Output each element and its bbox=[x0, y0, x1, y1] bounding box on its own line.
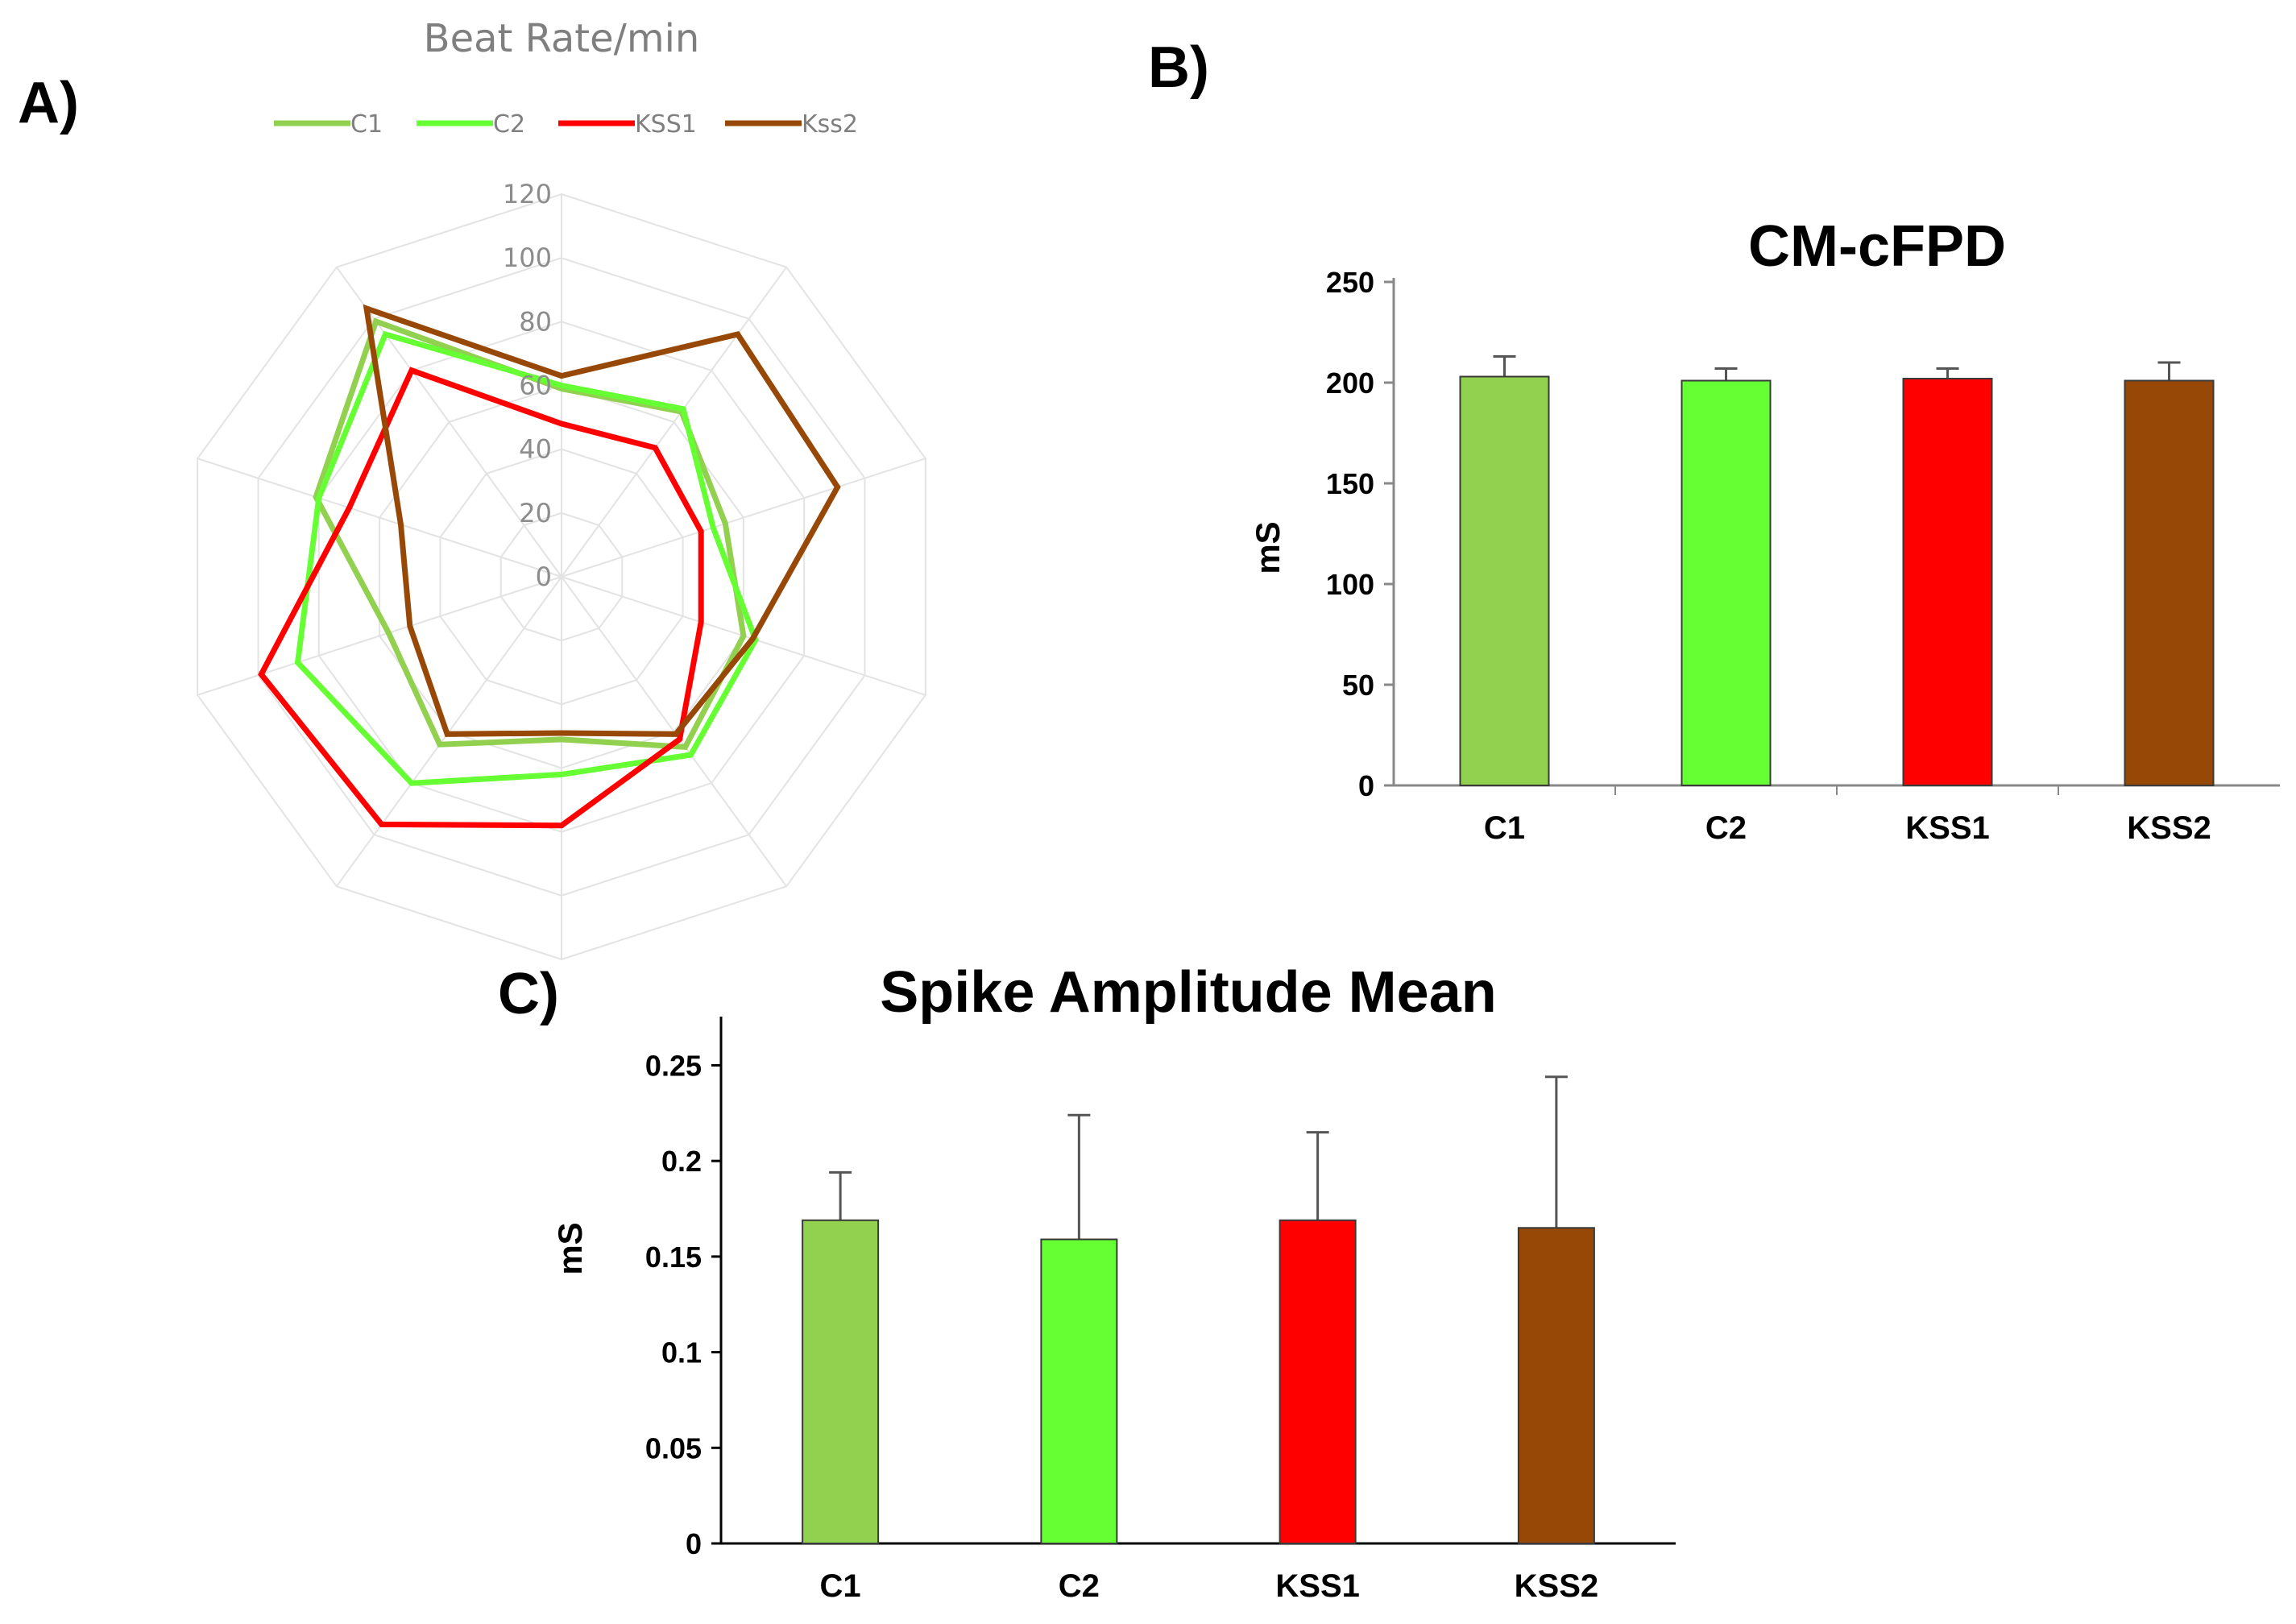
radar-series-c1 bbox=[313, 317, 747, 751]
legend-label-c1: C1 bbox=[350, 110, 383, 139]
y-tick-label: 0.2 bbox=[661, 1145, 702, 1178]
bar-c2 bbox=[1040, 1238, 1118, 1544]
radar-spoke bbox=[561, 458, 926, 578]
radar-spoke bbox=[561, 267, 788, 578]
bar-c1 bbox=[1459, 375, 1550, 786]
x-tick-label-kss1: KSS1 bbox=[1905, 810, 1990, 846]
x-tick-label-c2: C2 bbox=[1705, 810, 1747, 846]
radar-series-kss2 bbox=[363, 304, 841, 737]
radar-spoke bbox=[197, 576, 562, 696]
radar-tick-label: 100 bbox=[503, 242, 552, 273]
x-tick-label-kss2: KSS2 bbox=[1515, 1568, 1599, 1604]
bar-c1 bbox=[802, 1219, 880, 1544]
legend-label-c2: C2 bbox=[493, 110, 525, 139]
radar-title: Beat Rate/min bbox=[424, 16, 700, 61]
y-tick-label: 0.1 bbox=[661, 1336, 702, 1369]
x-tick-label-kss2: KSS2 bbox=[2127, 810, 2211, 846]
x-tick-label-c2: C2 bbox=[1059, 1568, 1100, 1604]
legend-label-kss2: Kss2 bbox=[802, 110, 858, 139]
cm-cfpd-plot: 0 50 100 150 200 250 C1 C2 KSS1 KSS2 bbox=[1326, 266, 2280, 846]
spike-amplitude-title: Spike Amplitude Mean bbox=[880, 960, 1496, 1025]
y-tick-label: 100 bbox=[1326, 568, 1374, 601]
radar-tick-label: 60 bbox=[519, 371, 552, 401]
radar-tick-labels: 0 20 40 60 80 100 120 bbox=[503, 179, 552, 592]
legend-label-kss1: KSS1 bbox=[635, 110, 697, 139]
y-tick-label: 0.05 bbox=[645, 1431, 702, 1464]
panel-a-label: A) bbox=[18, 71, 79, 135]
panel-b-label: B) bbox=[1148, 35, 1209, 100]
y-tick-label: 150 bbox=[1326, 467, 1374, 500]
radar-spoke bbox=[197, 458, 562, 578]
radar-legend: C1 C2 KSS1 Kss2 bbox=[274, 110, 858, 139]
radar-tick-label: 80 bbox=[519, 306, 552, 337]
cm-cfpd-bar-chart: CM-cFPD mS 0 50 100 150 200 250 C1 C2 KSS1 KSS2 bbox=[1249, 214, 2280, 846]
x-tick-label-kss1: KSS1 bbox=[1275, 1568, 1360, 1604]
bar-c2 bbox=[1681, 379, 1772, 786]
spike-amplitude-plot: 0 0.05 0.1 0.15 0.2 0.25 C1 C2 KSS1 KSS2 bbox=[645, 1017, 1676, 1604]
radar-tick-label: 120 bbox=[503, 179, 552, 209]
radar-tick-label: 20 bbox=[519, 498, 552, 528]
radar-chart: Beat Rate/min C1 C2 KSS1 Kss2 0 20 40 60 80 100 1… bbox=[197, 16, 926, 961]
bar-kss2 bbox=[1517, 1227, 1595, 1545]
x-tick-label-c1: C1 bbox=[1484, 810, 1525, 846]
y-tick-label: 0.25 bbox=[645, 1049, 702, 1082]
radar-tick-label: 0 bbox=[536, 561, 552, 592]
bar-kss1 bbox=[1902, 378, 1993, 786]
bar-kss1 bbox=[1279, 1219, 1357, 1544]
y-tick-label: 250 bbox=[1326, 266, 1374, 299]
y-tick-label: 200 bbox=[1326, 367, 1374, 400]
cm-cfpd-title: CM-cFPD bbox=[1748, 214, 2006, 279]
y-tick-label: 50 bbox=[1342, 669, 1374, 702]
spike-amplitude-ylabel: mS bbox=[551, 1222, 589, 1274]
y-tick-label: 0 bbox=[1358, 769, 1374, 802]
radar-series-kss1 bbox=[258, 367, 704, 829]
y-tick-label: 0 bbox=[686, 1527, 702, 1560]
spike-amplitude-bar-chart: Spike Amplitude Mean mS 00.050.10.150.20… bbox=[551, 960, 1676, 1604]
x-tick-label-c1: C1 bbox=[820, 1568, 861, 1604]
radar-tick-label: 40 bbox=[519, 434, 552, 465]
cm-cfpd-ylabel: mS bbox=[1249, 521, 1287, 574]
panel-c-label: C) bbox=[498, 962, 559, 1026]
radar-series bbox=[258, 304, 841, 829]
y-tick-label: 0.15 bbox=[645, 1241, 702, 1274]
bar-kss2 bbox=[2124, 379, 2215, 786]
radar-series-c2 bbox=[294, 330, 759, 786]
